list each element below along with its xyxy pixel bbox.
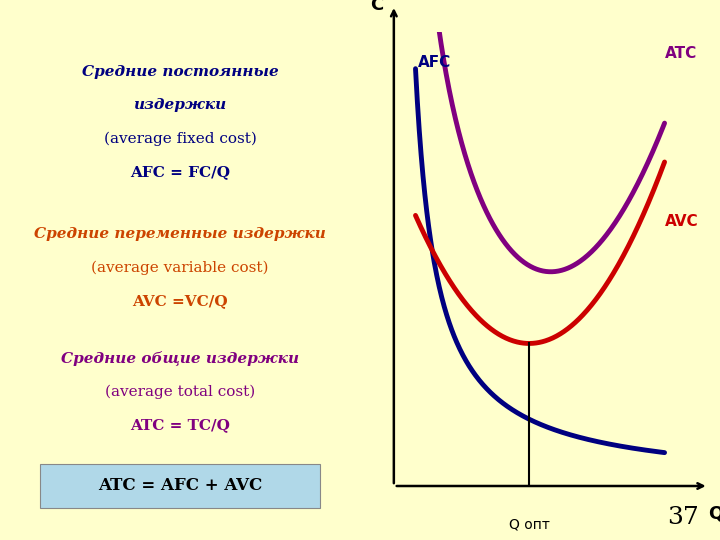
Text: ATC = TC/Q: ATC = TC/Q — [130, 418, 230, 432]
Text: Q: Q — [708, 504, 720, 522]
Text: ATC = AFC + AVC: ATC = AFC + AVC — [98, 477, 262, 495]
Text: AFC = FC/Q: AFC = FC/Q — [130, 165, 230, 179]
Text: AVC: AVC — [665, 214, 698, 229]
Text: Q опт: Q опт — [509, 518, 549, 532]
FancyBboxPatch shape — [40, 464, 320, 508]
Text: AFC: AFC — [418, 55, 451, 70]
Text: AVC =VC/Q: AVC =VC/Q — [132, 294, 228, 308]
Text: (average total cost): (average total cost) — [105, 384, 255, 399]
Text: C: C — [370, 0, 384, 14]
Text: Средние постоянные: Средние постоянные — [81, 65, 279, 79]
Text: Средние общие издержки: Средние общие издержки — [61, 351, 299, 366]
Text: (average variable cost): (average variable cost) — [91, 260, 269, 275]
Text: 37: 37 — [667, 506, 698, 529]
Text: ATC: ATC — [665, 46, 697, 61]
Text: (average fixed cost): (average fixed cost) — [104, 132, 256, 146]
Text: издержки: издержки — [133, 98, 227, 112]
Text: Средние переменные издержки: Средние переменные издержки — [34, 227, 326, 241]
